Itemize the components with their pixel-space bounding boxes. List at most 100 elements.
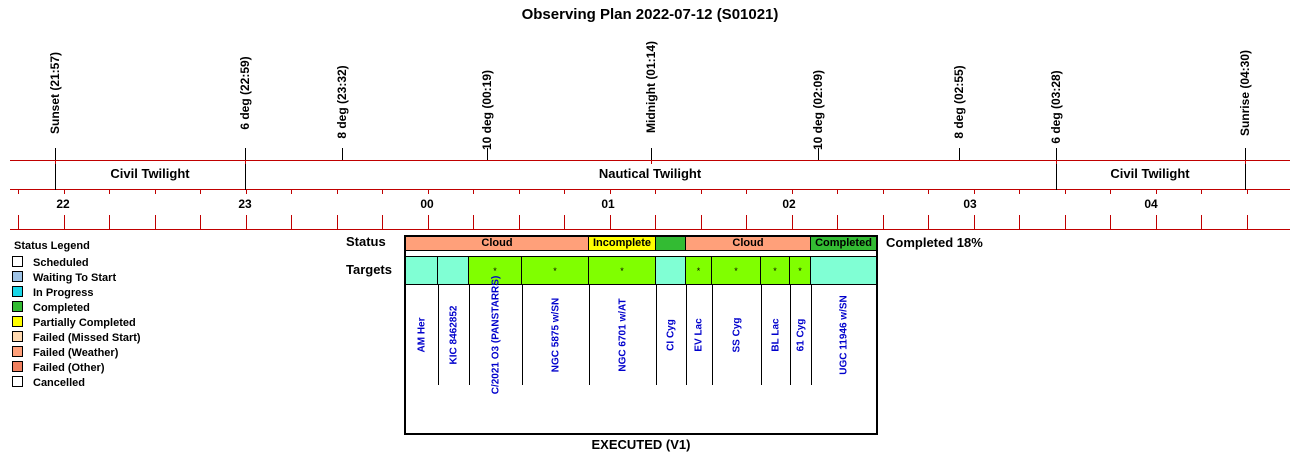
marker-tick-six-deg-morning <box>1056 148 1057 190</box>
timeline-tick <box>837 189 838 194</box>
target-label: SS Cyg <box>731 317 742 353</box>
legend-swatch <box>12 256 23 267</box>
timeline-tick <box>245 160 246 164</box>
target-cell: * <box>589 256 656 285</box>
marker-tick-ten-deg-evening <box>487 148 488 160</box>
legend-swatch <box>12 316 23 327</box>
hour-label: 00 <box>420 197 434 211</box>
timeline-tick <box>974 215 975 229</box>
target-cell: * <box>761 256 790 285</box>
legend-label: Failed (Weather) <box>33 347 119 359</box>
target-label: EV Lac <box>693 318 705 352</box>
legend-swatch <box>12 361 23 372</box>
target-label: C/2021 O3 (PANSTARRS) <box>490 275 501 395</box>
legend-swatch <box>12 346 23 357</box>
timeline-tick <box>1156 189 1157 194</box>
target-divider <box>469 285 470 385</box>
marker-tick-eight-deg-morning <box>959 148 960 160</box>
completed-summary: Completed 18% <box>886 235 983 250</box>
marker-tick-sunrise <box>1245 148 1246 190</box>
timeline-tick <box>1201 215 1202 229</box>
timeline-tick <box>519 189 520 194</box>
legend-item: Failed (Weather) <box>12 346 118 359</box>
timeline-tick <box>428 215 429 229</box>
target-divider <box>686 285 687 385</box>
timeline-tick <box>18 215 19 229</box>
status-segment: Cloud <box>686 237 811 250</box>
timeline-tick <box>792 215 793 229</box>
timeline-mid-line <box>10 189 1290 190</box>
legend-label: Completed <box>33 302 90 314</box>
timeline-tick <box>337 215 338 229</box>
timeline-tick <box>382 189 383 194</box>
timeline-tick <box>1019 189 1020 194</box>
hour-label: 23 <box>238 197 252 211</box>
legend-swatch <box>12 286 23 297</box>
target-label: AM Her <box>416 317 428 353</box>
timeline-tick <box>200 215 201 229</box>
target-divider <box>811 285 812 385</box>
target-divider <box>589 285 590 385</box>
legend-label: Failed (Missed Start) <box>33 332 141 344</box>
target-label: 61 Cyg <box>795 318 806 352</box>
marker-tick-six-deg-evening <box>245 148 246 190</box>
legend-swatch <box>12 271 23 282</box>
legend-item: In Progress <box>12 286 94 299</box>
target-label: NGC 6701 w/AT <box>617 298 628 372</box>
timeline-tick <box>18 189 19 194</box>
timeline-tick <box>337 189 338 194</box>
status-segment: Incomplete <box>589 237 656 250</box>
timeline-tick <box>792 189 793 194</box>
timeline-tick <box>883 215 884 229</box>
target-divider <box>712 285 713 385</box>
hour-label: 04 <box>1144 197 1158 211</box>
target-cell <box>406 256 438 285</box>
legend-item: Completed <box>12 301 90 314</box>
timeline-tick <box>974 189 975 194</box>
marker-tick-ten-deg-morning <box>818 148 819 160</box>
timeline-top-line <box>10 160 1290 161</box>
marker-label-eight-deg-evening: 8 deg (23:32) <box>335 65 349 139</box>
timeline-tick <box>246 189 247 194</box>
timeline-tick <box>109 215 110 229</box>
target-label: CI Cyg <box>665 319 677 351</box>
marker-tick-midnight <box>651 148 652 160</box>
target-cell: * <box>522 256 589 285</box>
marker-label-ten-deg-evening: 10 deg (00:19) <box>480 69 494 151</box>
status-segment: Cloud <box>406 237 589 250</box>
timeline-tick <box>473 215 474 229</box>
timeline-tick <box>1110 189 1111 194</box>
target-divider <box>761 285 762 385</box>
timeline-tick <box>610 215 611 229</box>
timeline-tick <box>928 189 929 194</box>
timeline-tick <box>655 215 656 229</box>
timeline-tick <box>1110 215 1111 229</box>
target-divider <box>438 285 439 385</box>
timeline-tick <box>928 215 929 229</box>
target-label: BL Lac <box>770 318 781 352</box>
target-divider <box>522 285 523 385</box>
timeline-tick <box>1156 215 1157 229</box>
legend-swatch <box>12 376 23 387</box>
hour-label: 22 <box>56 197 70 211</box>
targets-row-label: Targets <box>346 262 392 277</box>
timeline-tick <box>651 160 652 164</box>
timeline-tick <box>155 189 156 194</box>
timeline-tick <box>382 215 383 229</box>
legend-item: Failed (Other) <box>12 361 105 374</box>
marker-tick-sunset <box>55 148 56 190</box>
timeline-tick <box>64 215 65 229</box>
target-cell: * <box>712 256 761 285</box>
target-cell: * <box>469 256 522 285</box>
status-segment: Completed <box>811 237 877 250</box>
hour-label: 03 <box>963 197 977 211</box>
legend-label: In Progress <box>33 287 94 299</box>
legend-label: Partially Completed <box>33 317 136 329</box>
target-cell <box>656 256 686 285</box>
target-divider <box>790 285 791 385</box>
timeline-tick <box>428 189 429 194</box>
timeline-tick <box>655 189 656 194</box>
twilight-civil-morning: Civil Twilight <box>1110 166 1190 181</box>
timeline-tick <box>746 189 747 194</box>
target-label: NGC 5875 w/SN <box>550 297 561 373</box>
